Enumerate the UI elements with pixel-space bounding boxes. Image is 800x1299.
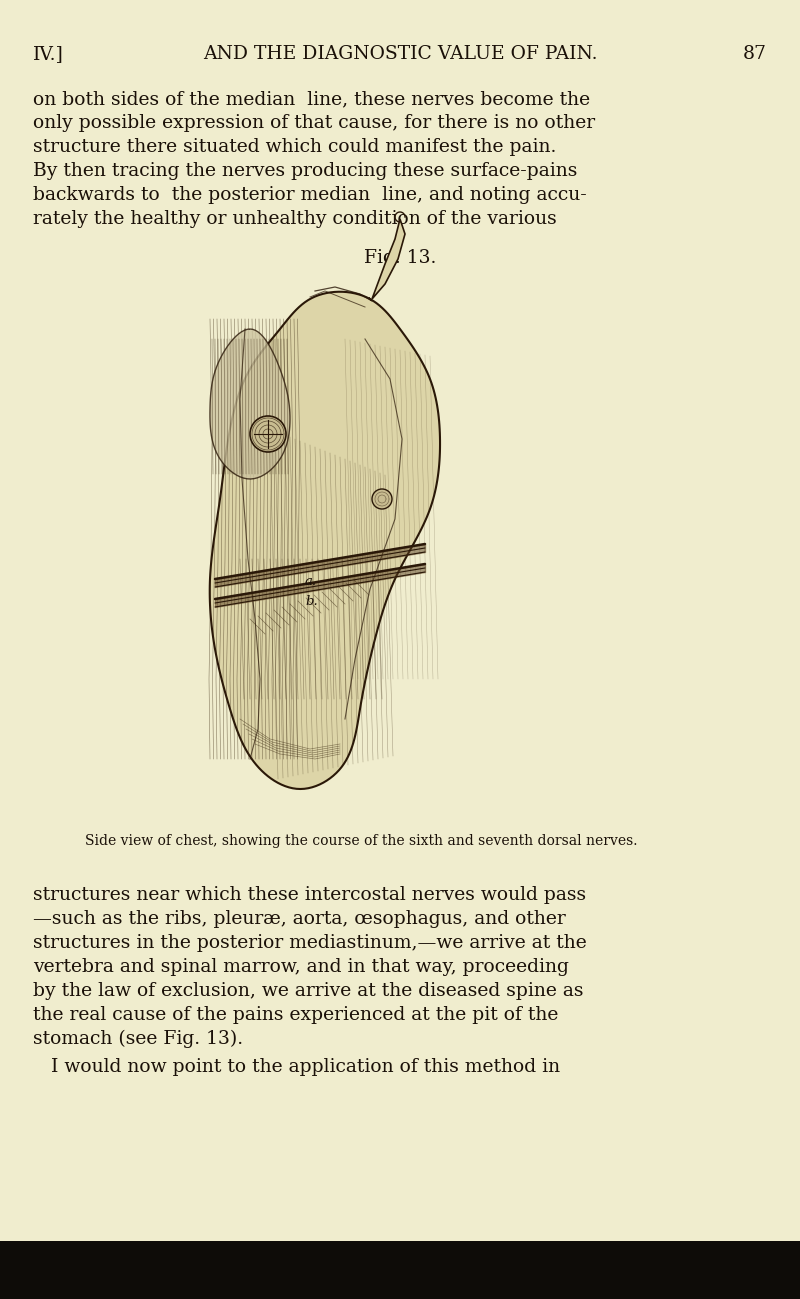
Text: only possible expression of that cause, for there is no other: only possible expression of that cause, …	[33, 114, 595, 132]
Circle shape	[372, 488, 392, 509]
Text: b.: b.	[305, 595, 318, 608]
Text: AND THE DIAGNOSTIC VALUE OF PAIN.: AND THE DIAGNOSTIC VALUE OF PAIN.	[202, 45, 598, 62]
Text: by the law of exclusion, we arrive at the diseased spine as: by the law of exclusion, we arrive at th…	[33, 982, 583, 1000]
Text: structures in the posterior mediastinum,—we arrive at the: structures in the posterior mediastinum,…	[33, 934, 586, 952]
Text: stomach (see Fig. 13).: stomach (see Fig. 13).	[33, 1030, 243, 1048]
Text: structures near which these intercostal nerves would pass: structures near which these intercostal …	[33, 886, 586, 904]
Text: a.: a.	[305, 574, 317, 587]
Text: Fig. 13.: Fig. 13.	[364, 249, 436, 268]
Polygon shape	[210, 329, 290, 479]
Text: vertebra and spinal marrow, and in that way, proceeding: vertebra and spinal marrow, and in that …	[33, 957, 569, 976]
Text: I would now point to the application of this method in: I would now point to the application of …	[33, 1057, 560, 1076]
Text: Side view of chest, showing the course of the sixth and seventh dorsal nerves.: Side view of chest, showing the course o…	[85, 834, 638, 848]
Circle shape	[250, 416, 286, 452]
Text: on both sides of the median  line, these nerves become the: on both sides of the median line, these …	[33, 90, 590, 108]
Polygon shape	[210, 292, 440, 788]
Text: the real cause of the pains experienced at the pit of the: the real cause of the pains experienced …	[33, 1005, 558, 1024]
Text: structure there situated which could manifest the pain.: structure there situated which could man…	[33, 138, 556, 156]
Bar	[0, 1241, 800, 1299]
Text: 87: 87	[743, 45, 767, 62]
Text: —such as the ribs, pleuræ, aorta, œsophagus, and other: —such as the ribs, pleuræ, aorta, œsopha…	[33, 911, 566, 927]
Polygon shape	[372, 220, 405, 299]
Text: By then tracing the nerves producing these surface-pains: By then tracing the nerves producing the…	[33, 162, 578, 181]
Text: backwards to  the posterior median  line, and noting accu-: backwards to the posterior median line, …	[33, 186, 586, 204]
Text: IV.]: IV.]	[33, 45, 64, 62]
Text: rately the healthy or unhealthy condition of the various: rately the healthy or unhealthy conditio…	[33, 210, 557, 229]
